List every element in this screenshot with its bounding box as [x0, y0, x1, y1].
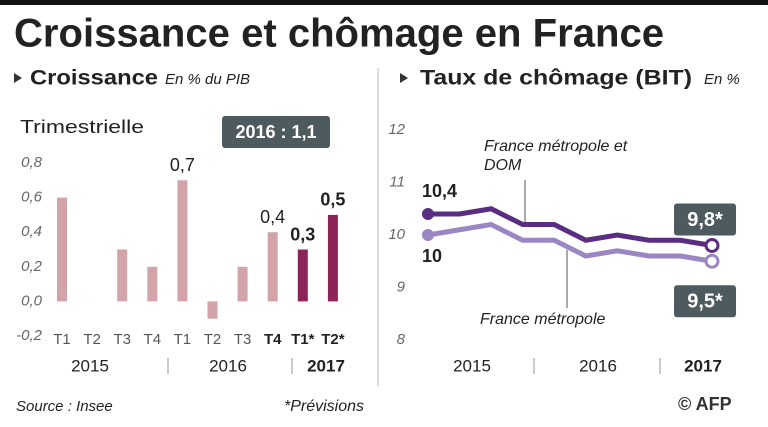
badge	[222, 116, 330, 148]
chart-title: Croissance	[30, 67, 158, 90]
badge	[674, 285, 736, 318]
group-label: 2017	[684, 356, 722, 375]
chart-unit: En %	[704, 71, 740, 88]
chart-subtitle: Trimestrielle	[20, 117, 144, 137]
y-tick-label: 0,4	[21, 223, 42, 240]
marker	[400, 73, 408, 83]
group-label: 2015	[453, 356, 491, 375]
series-label: France métropole	[480, 311, 606, 328]
bar	[117, 249, 128, 302]
bar	[147, 266, 158, 302]
value-label: 9,5*	[687, 291, 723, 313]
bar	[237, 266, 248, 302]
badge-text: 2016 : 1,1	[235, 122, 316, 142]
y-tick-label: 0,8	[21, 154, 43, 171]
y-tick-label: 8	[397, 331, 406, 348]
point	[422, 229, 434, 241]
source: Source : Insee	[16, 398, 113, 415]
group-label: 2015	[71, 356, 109, 375]
value-label: 0,4	[260, 207, 285, 227]
x-tick-label: T3	[234, 331, 252, 348]
x-tick-label: T2	[204, 331, 222, 348]
y-tick-label: 0,6	[21, 189, 43, 206]
x-tick-label: T2	[83, 331, 101, 348]
series-label: France métropole et DOM	[484, 138, 628, 174]
bar	[327, 214, 338, 302]
chart-unit: En % du PIB	[165, 71, 250, 88]
y-tick-label: 0,2	[21, 258, 43, 275]
value-label: 10,4	[422, 181, 457, 201]
x-tick-label: T1	[53, 331, 71, 348]
bar	[57, 197, 67, 302]
group-label: 2017	[307, 356, 345, 375]
y-tick-label: 10	[388, 226, 405, 243]
value-label: 0,5	[320, 190, 345, 210]
bar	[267, 232, 278, 302]
bar	[207, 301, 218, 319]
group-label: 2016	[579, 356, 617, 375]
value-label: 0,7	[170, 155, 195, 175]
x-tick-label: T4	[144, 331, 162, 348]
value-label: 0,3	[290, 224, 315, 244]
series-line	[427, 221, 713, 264]
point	[704, 253, 720, 269]
value-label: 10	[422, 246, 442, 266]
value-label: 9,8*	[687, 209, 723, 231]
group-label: 2016	[209, 356, 247, 375]
y-tick-label: 11	[389, 173, 405, 190]
x-tick-label: T1	[174, 331, 192, 348]
y-tick-label: 0,0	[21, 292, 43, 309]
series-line	[428, 206, 713, 248]
y-tick-label: 9	[397, 278, 406, 295]
credit: © AFP	[678, 394, 732, 414]
bar	[177, 180, 188, 302]
x-tick-label: T2*	[321, 331, 345, 348]
chart-title: Taux de chômage (BIT)	[420, 67, 692, 90]
top-bar	[0, 0, 768, 5]
x-tick-label: T1*	[291, 331, 315, 348]
x-tick-label: T3	[113, 331, 131, 348]
point	[704, 238, 720, 253]
point	[422, 208, 434, 220]
bar	[297, 249, 308, 302]
x-tick-label: T4	[264, 331, 282, 348]
page-title: Croissance et chômage en France	[14, 12, 664, 56]
y-tick-label: 12	[388, 121, 405, 138]
note: *Prévisions	[284, 398, 364, 415]
marker	[14, 73, 22, 83]
y-tick-label: -0,2	[16, 327, 43, 344]
badge	[674, 203, 736, 236]
